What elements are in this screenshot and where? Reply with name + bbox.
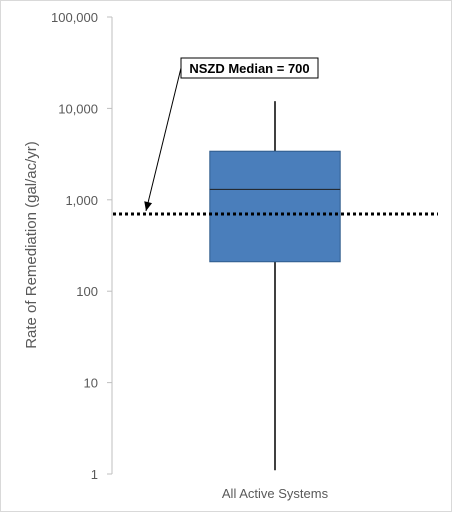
annotation-arrow (145, 67, 182, 212)
y-tick-label: 10,000 (58, 101, 98, 116)
annotation-box (180, 57, 319, 79)
y-tick-label: 10 (84, 376, 98, 391)
y-tick-label: 100 (76, 284, 98, 299)
y-tick-label: 100,000 (51, 10, 98, 25)
x-axis-categories: All Active Systems (222, 486, 329, 501)
y-tick-label: 1 (91, 467, 98, 482)
annotation-arrowhead (144, 201, 153, 211)
annotation-text: NSZD Median = 700 (189, 61, 309, 76)
annotation-callout: NSZD Median = 700 (144, 57, 319, 212)
y-tick-label: 1,000 (65, 193, 98, 208)
x-category-label: All Active Systems (222, 486, 329, 501)
boxes-group (209, 101, 341, 471)
y-axis-title: Rate of Remediation (gal/ac/yr) (23, 141, 40, 349)
box-iqr (209, 150, 341, 263)
y-axis-ticks: 1 10 100 1,000 10,000 100,000 (51, 10, 112, 482)
